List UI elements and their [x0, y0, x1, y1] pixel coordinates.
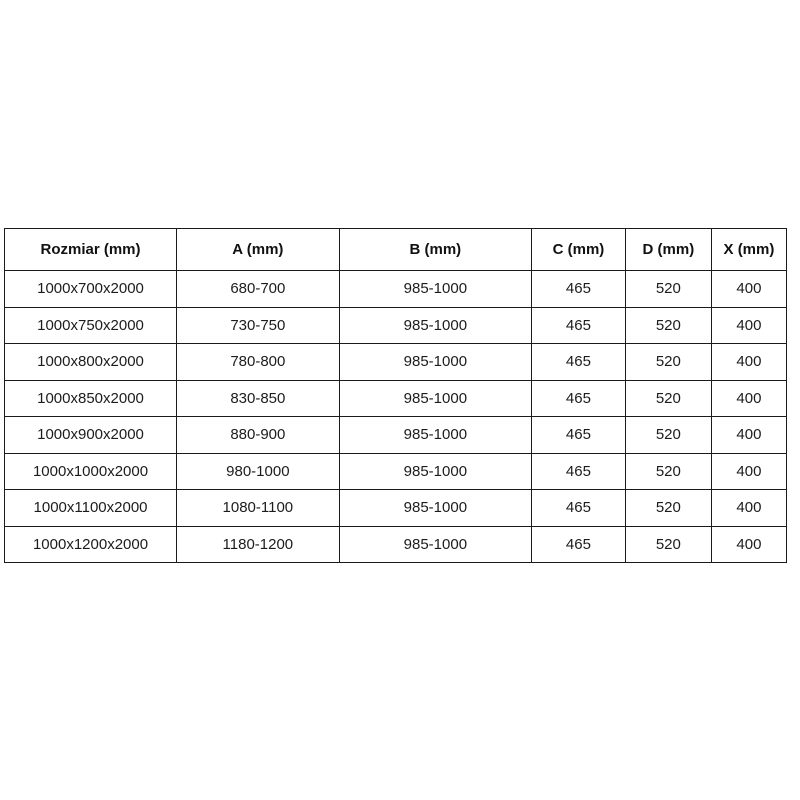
table-row: 1000x750x2000 730-750 985-1000 465 520 4… [3, 306, 788, 344]
cell-c: 465 [531, 343, 626, 381]
cell-x: 400 [710, 452, 788, 490]
column-header-b: B (mm) [338, 228, 533, 271]
cell-b: 985-1000 [338, 379, 533, 417]
cell-a: 880-900 [176, 416, 340, 454]
cell-a: 780-800 [176, 343, 340, 381]
table-row: 1000x1200x2000 1180-1200 985-1000 465 52… [3, 525, 788, 563]
cell-c: 465 [531, 379, 626, 417]
cell-b: 985-1000 [338, 270, 533, 308]
size-spec-table: Rozmiar (mm) A (mm) B (mm) C (mm) D (mm)… [3, 228, 788, 563]
table-row: 1000x1000x2000 980-1000 985-1000 465 520… [3, 452, 788, 490]
size-table-container: Rozmiar (mm) A (mm) B (mm) C (mm) D (mm)… [3, 228, 788, 563]
cell-x: 400 [710, 306, 788, 344]
cell-rozmiar: 1000x700x2000 [3, 270, 178, 308]
cell-c: 465 [531, 489, 626, 527]
cell-x: 400 [710, 343, 788, 381]
cell-a: 980-1000 [176, 452, 340, 490]
cell-c: 465 [531, 270, 626, 308]
cell-d: 520 [624, 270, 712, 308]
cell-rozmiar: 1000x900x2000 [3, 416, 178, 454]
column-header-rozmiar: Rozmiar (mm) [3, 228, 178, 271]
cell-rozmiar: 1000x750x2000 [3, 306, 178, 344]
cell-a: 830-850 [176, 379, 340, 417]
cell-d: 520 [624, 489, 712, 527]
cell-x: 400 [710, 416, 788, 454]
cell-rozmiar: 1000x1000x2000 [3, 452, 178, 490]
column-header-d: D (mm) [624, 228, 712, 271]
table-row: 1000x700x2000 680-700 985-1000 465 520 4… [3, 270, 788, 308]
cell-c: 465 [531, 452, 626, 490]
header-row: Rozmiar (mm) A (mm) B (mm) C (mm) D (mm)… [3, 228, 788, 271]
table-row: 1000x850x2000 830-850 985-1000 465 520 4… [3, 379, 788, 417]
table-row: 1000x900x2000 880-900 985-1000 465 520 4… [3, 416, 788, 454]
cell-c: 465 [531, 416, 626, 454]
cell-d: 520 [624, 416, 712, 454]
table-row: 1000x1100x2000 1080-1100 985-1000 465 52… [3, 489, 788, 527]
cell-rozmiar: 1000x850x2000 [3, 379, 178, 417]
cell-d: 520 [624, 306, 712, 344]
cell-x: 400 [710, 525, 788, 563]
column-header-a: A (mm) [176, 228, 340, 271]
cell-d: 520 [624, 379, 712, 417]
cell-b: 985-1000 [338, 306, 533, 344]
cell-rozmiar: 1000x800x2000 [3, 343, 178, 381]
column-header-x: X (mm) [710, 228, 788, 271]
cell-b: 985-1000 [338, 343, 533, 381]
cell-x: 400 [710, 270, 788, 308]
cell-d: 520 [624, 525, 712, 563]
cell-rozmiar: 1000x1100x2000 [3, 489, 178, 527]
cell-x: 400 [710, 379, 788, 417]
cell-rozmiar: 1000x1200x2000 [3, 525, 178, 563]
cell-c: 465 [531, 306, 626, 344]
cell-a: 680-700 [176, 270, 340, 308]
cell-b: 985-1000 [338, 452, 533, 490]
cell-d: 520 [624, 452, 712, 490]
cell-a: 730-750 [176, 306, 340, 344]
cell-b: 985-1000 [338, 416, 533, 454]
cell-b: 985-1000 [338, 489, 533, 527]
cell-b: 985-1000 [338, 525, 533, 563]
cell-x: 400 [710, 489, 788, 527]
cell-d: 520 [624, 343, 712, 381]
table-row: 1000x800x2000 780-800 985-1000 465 520 4… [3, 343, 788, 381]
cell-a: 1080-1100 [176, 489, 340, 527]
cell-a: 1180-1200 [176, 525, 340, 563]
column-header-c: C (mm) [531, 228, 626, 271]
cell-c: 465 [531, 525, 626, 563]
